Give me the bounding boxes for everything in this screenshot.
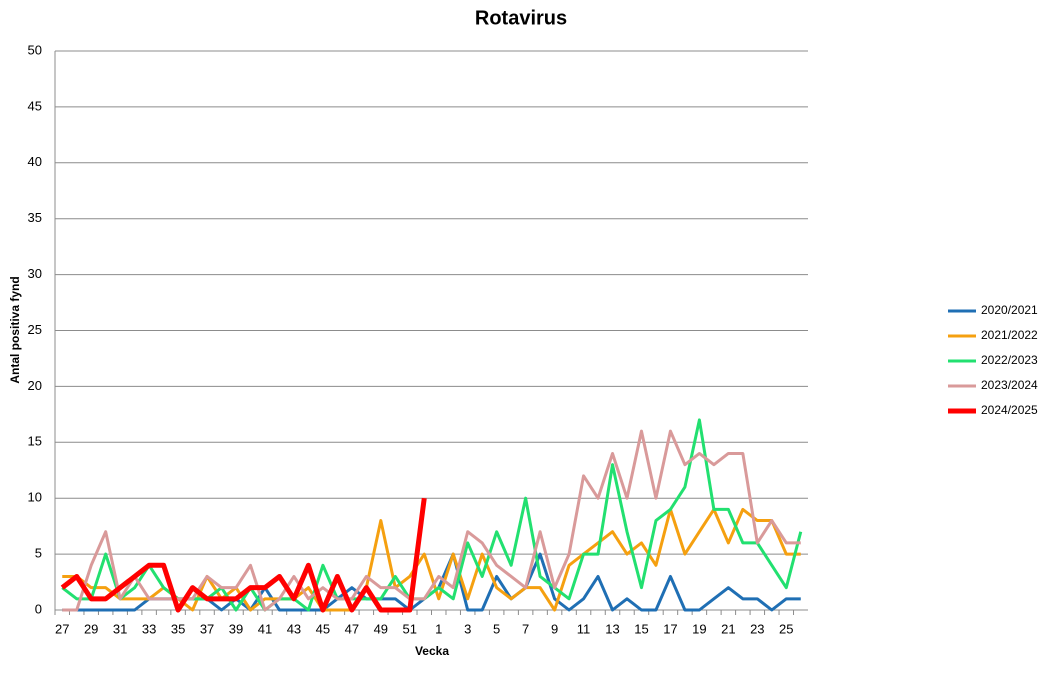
chart-title: Rotavirus: [475, 7, 567, 29]
series-line: [61, 418, 803, 612]
x-tick-label: 51: [403, 621, 417, 636]
x-tick-label: 41: [258, 621, 272, 636]
x-tick-label: 35: [171, 621, 185, 636]
y-tick-label: 15: [28, 434, 42, 449]
x-tick-label: 21: [721, 621, 735, 636]
x-tick-label: 39: [229, 621, 243, 636]
y-tick-label: 45: [28, 98, 42, 113]
x-tick-label: 45: [316, 621, 330, 636]
x-tick-label: 31: [113, 621, 127, 636]
x-tick-label: 33: [142, 621, 156, 636]
y-tick-label: 25: [28, 322, 42, 337]
y-tick-label: 50: [28, 42, 42, 57]
y-tick-label: 5: [35, 546, 42, 561]
legend-label: 2024/2025: [981, 403, 1038, 417]
x-tick-label: 11: [577, 621, 591, 636]
x-tick-label: 23: [750, 621, 764, 636]
x-tick-label: 15: [634, 621, 648, 636]
legend-label: 2023/2024: [981, 378, 1038, 392]
y-tick-label: 0: [35, 601, 42, 616]
x-axis-label: Vecka: [415, 644, 449, 658]
x-tick-label: 1: [435, 621, 442, 636]
x-tick-label: 27: [55, 621, 69, 636]
series-line: [62, 507, 801, 612]
legend-label: 2020/2021: [981, 303, 1038, 317]
x-tick-label: 7: [522, 621, 529, 636]
x-tick-label: 49: [374, 621, 388, 636]
x-tick-label: 25: [779, 621, 793, 636]
y-tick-label: 20: [28, 378, 42, 393]
legend-label: 2021/2022: [981, 328, 1038, 342]
x-tick-label: 9: [551, 621, 558, 636]
y-axis-label: Antal positiva fynd: [8, 276, 22, 383]
x-tick-label: 43: [287, 621, 301, 636]
x-tick-label: 3: [464, 621, 471, 636]
y-tick-label: 40: [28, 154, 42, 169]
x-tick-label: 5: [493, 621, 500, 636]
y-tick-label: 10: [28, 490, 42, 505]
x-tick-label: 47: [345, 621, 359, 636]
x-tick-label: 17: [663, 621, 677, 636]
x-tick-label: 29: [84, 621, 98, 636]
y-tick-label: 35: [28, 210, 42, 225]
legend-label: 2022/2023: [981, 353, 1038, 367]
series-line: [60, 497, 427, 613]
x-tick-label: 19: [692, 621, 706, 636]
y-tick-label: 30: [28, 266, 42, 281]
x-tick-label: 13: [605, 621, 619, 636]
x-tick-label: 37: [200, 621, 214, 636]
